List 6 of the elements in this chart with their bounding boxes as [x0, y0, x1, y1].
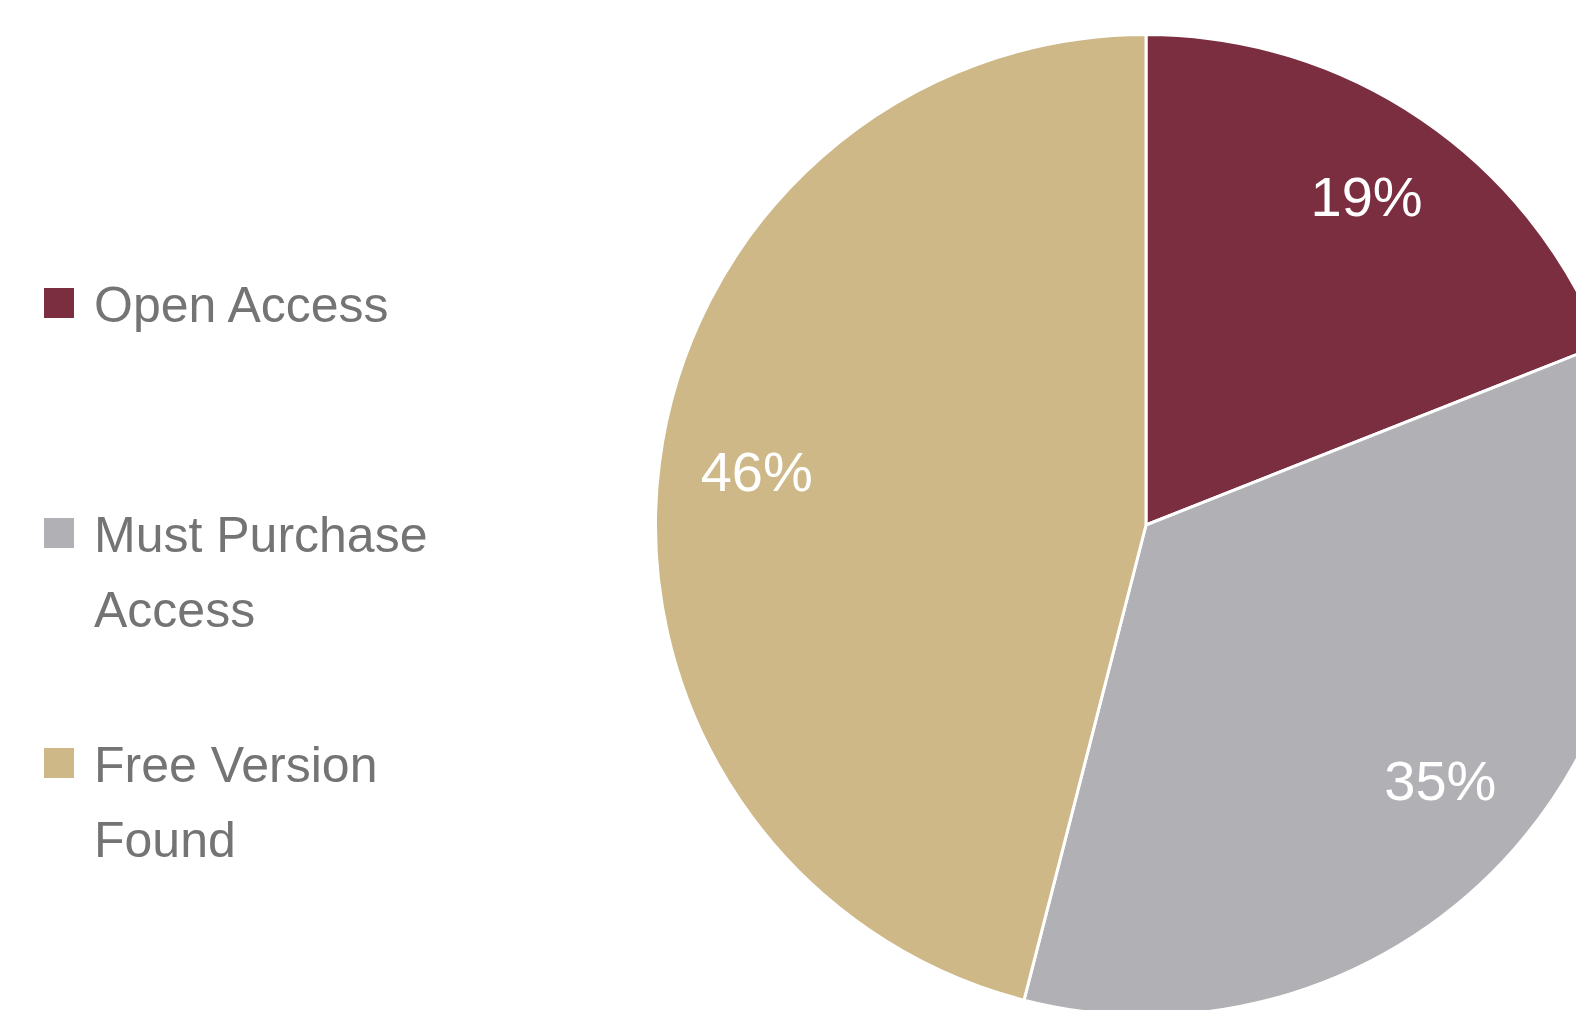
data-label: 35% — [1384, 748, 1497, 812]
legend-label: Must Purchase Access — [94, 506, 429, 640]
legend-label: Open Access — [94, 276, 390, 335]
data-label: 46% — [700, 440, 813, 504]
legend-label: Free Version Found — [94, 736, 379, 870]
data-label: 19% — [1310, 164, 1423, 228]
